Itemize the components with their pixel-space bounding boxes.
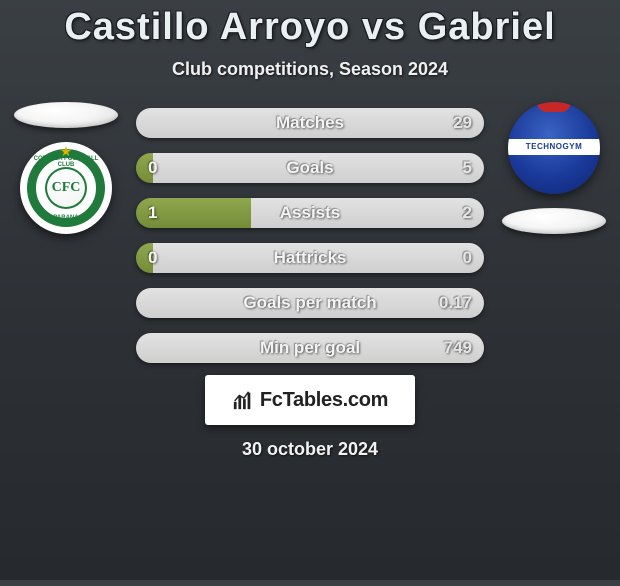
stat-value-right: 749 (444, 338, 472, 358)
generated-date: 30 october 2024 (0, 439, 620, 460)
stat-label: Goals per match (243, 293, 376, 313)
crest-bottom-text: PARANA (27, 215, 105, 221)
stats-list: Matches 29 0 Goals 5 1 Assists 2 0 Hattricks 0 Goal… (126, 108, 494, 363)
stat-label: Matches (276, 113, 344, 133)
stat-value-right: 0.17 (439, 293, 472, 313)
stat-row: 1 Assists 2 (136, 198, 484, 228)
stat-row: 0 Hattricks 0 (136, 243, 484, 273)
stat-value-right: 29 (453, 113, 472, 133)
right-name-plate (502, 208, 606, 234)
stat-row: Goals per match 0.17 (136, 288, 484, 318)
stat-value-right: 5 (463, 158, 472, 178)
right-player-avatar: TECHNOGYM (508, 102, 600, 194)
stat-value-right: 0 (463, 248, 472, 268)
stat-label: Goals (286, 158, 333, 178)
stat-label: Hattricks (274, 248, 347, 268)
brand-watermark[interactable]: FcTables.com (205, 375, 415, 425)
stat-label: Assists (280, 203, 340, 223)
right-player-column: TECHNOGYM (494, 102, 614, 234)
page-title: Castillo Arroyo vs Gabriel (0, 6, 620, 49)
stat-value-left: 0 (148, 248, 157, 268)
crest-monogram: CFC (45, 167, 87, 209)
left-club-crest: ★ CORITIBA FOOT BALL CLUB CFC PARANA (20, 142, 112, 234)
stat-row: Matches 29 (136, 108, 484, 138)
left-name-plate (14, 102, 118, 128)
stat-value-left: 0 (148, 158, 157, 178)
bars-icon (232, 389, 254, 411)
stat-label: Min per goal (260, 338, 360, 358)
page-subtitle: Club competitions, Season 2024 (0, 59, 620, 80)
left-player-column: ★ CORITIBA FOOT BALL CLUB CFC PARANA (6, 102, 126, 234)
jersey-sponsor: TECHNOGYM (508, 139, 600, 155)
comparison-columns: ★ CORITIBA FOOT BALL CLUB CFC PARANA Mat… (0, 102, 620, 363)
stat-value-left: 1 (148, 203, 157, 223)
stat-row: Min per goal 749 (136, 333, 484, 363)
crest-graphic: ★ CORITIBA FOOT BALL CLUB CFC PARANA (27, 149, 105, 227)
brand-label: FcTables.com (260, 389, 388, 412)
stat-value-right: 2 (463, 203, 472, 223)
jersey-collar (537, 102, 571, 112)
stat-row: 0 Goals 5 (136, 153, 484, 183)
